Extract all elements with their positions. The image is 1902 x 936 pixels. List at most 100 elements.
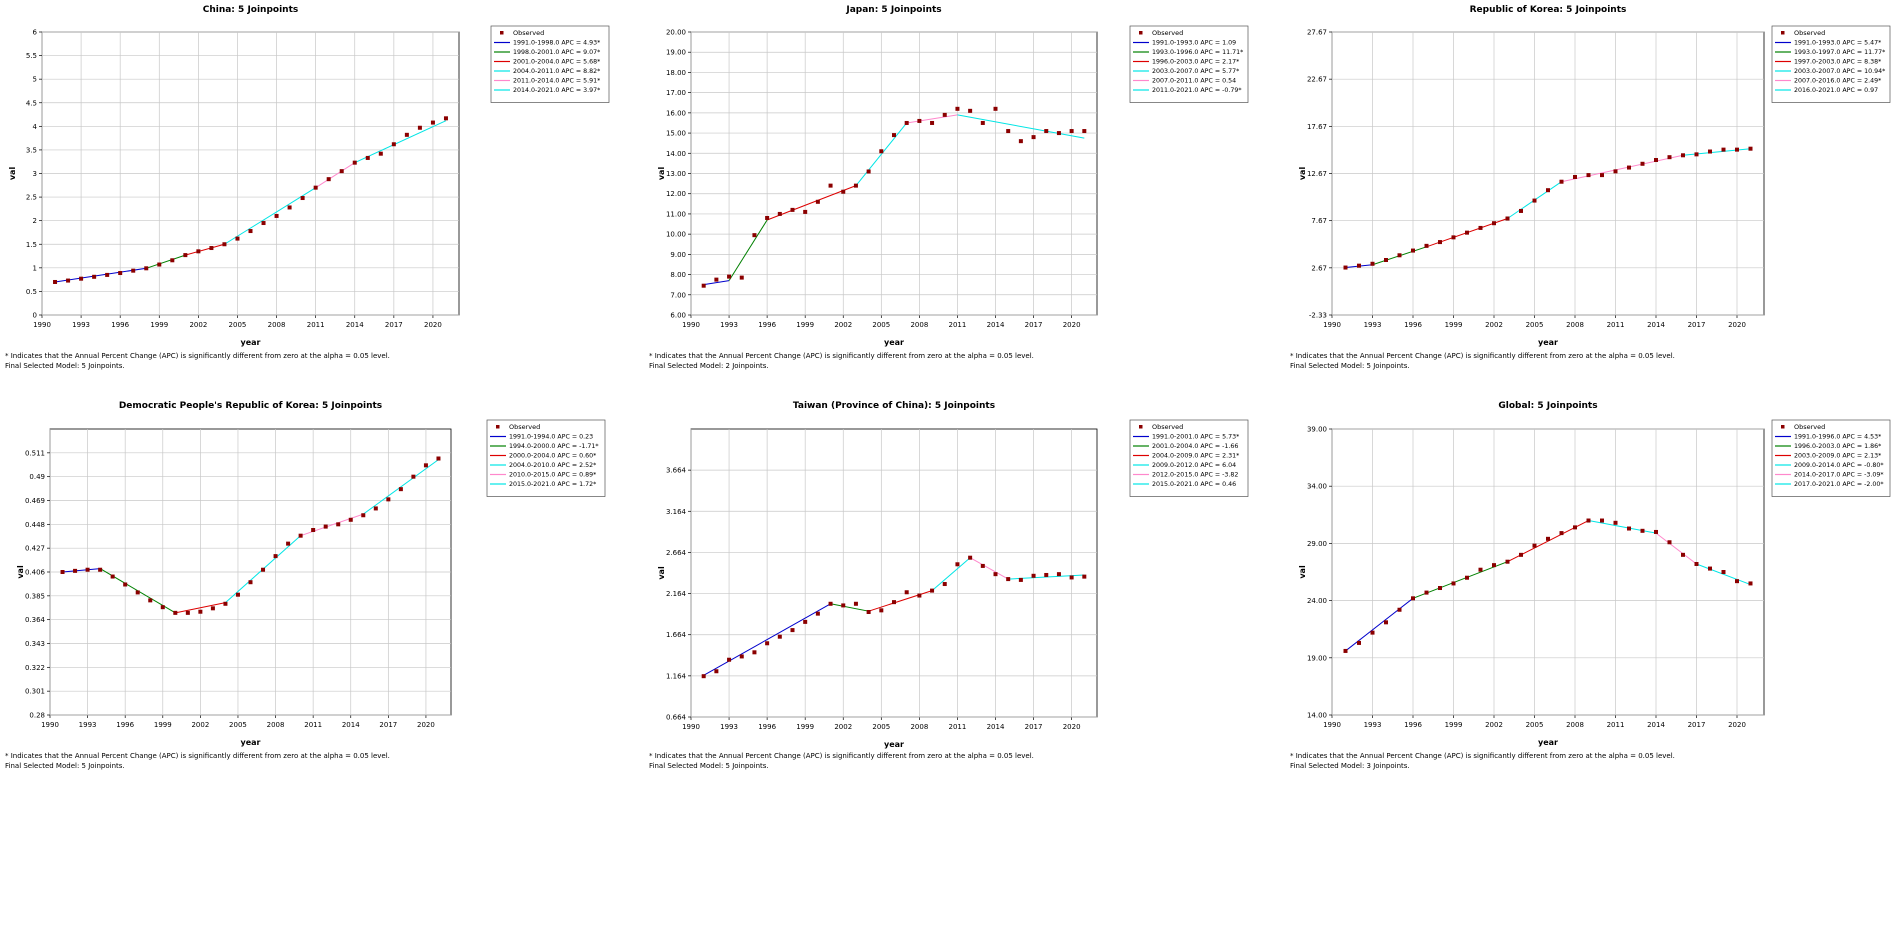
observed-point — [198, 609, 203, 614]
observed-point — [1573, 174, 1577, 179]
legend-observed-marker — [1139, 425, 1143, 429]
observed-point — [904, 590, 909, 595]
x-tick-label: 2005 — [229, 321, 247, 329]
observed-point — [105, 272, 110, 277]
trend-segment — [62, 568, 101, 573]
observed-point — [955, 106, 960, 111]
observed-point — [853, 183, 858, 188]
legend-observed-label: Observed — [1152, 29, 1183, 37]
observed-point — [235, 236, 240, 241]
x-tick-label: 1990 — [41, 721, 59, 729]
observed-point — [313, 185, 318, 190]
footnote-apc: * Indicates that the Annual Percent Chan… — [649, 752, 1034, 760]
observed-point — [373, 506, 378, 511]
trend-segment — [703, 603, 831, 676]
y-axis-label: val — [657, 167, 666, 181]
y-tick-label: 18.00 — [666, 69, 686, 77]
observed-point — [1411, 596, 1415, 601]
x-tick-label: 2014 — [987, 321, 1005, 329]
legend-label: 2004.0-2011.0 APC = 8.82* — [513, 68, 600, 75]
y-tick-label: 0 — [33, 312, 37, 320]
x-tick-label: 2008 — [910, 321, 928, 329]
observed-point — [378, 151, 383, 156]
y-tick-label: 1.5 — [26, 241, 37, 249]
x-tick-label: 1996 — [758, 723, 776, 731]
observed-point — [1708, 149, 1712, 154]
observed-point — [701, 283, 706, 288]
x-tick-label: 2011 — [949, 723, 967, 731]
observed-point — [261, 567, 266, 572]
observed-point — [1519, 208, 1523, 213]
legend-label: 2004.0-2009.0 APC = 2.31* — [1152, 453, 1239, 460]
x-tick-label: 2008 — [1566, 721, 1584, 729]
observed-point — [386, 497, 391, 502]
observed-point — [1478, 225, 1483, 230]
legend-label: 2011.0-2014.0 APC = 5.91* — [513, 78, 600, 85]
x-tick-label: 2020 — [424, 321, 442, 329]
observed-point — [727, 657, 732, 662]
observed-point — [1573, 525, 1577, 530]
observed-point — [1681, 552, 1685, 557]
legend-box — [1129, 25, 1249, 103]
legend-label: 2011.0-2021.0 APC = -0.79* — [1152, 87, 1242, 94]
observed-point — [955, 562, 960, 567]
observed-point — [930, 588, 935, 593]
x-tick-label: 2008 — [910, 723, 928, 731]
y-tick-label: 1.164 — [666, 672, 687, 680]
legend-observed-label: Observed — [1152, 423, 1183, 431]
observed-point — [727, 274, 732, 279]
legend-label: 1993.0-1996.0 APC = 11.71* — [1152, 49, 1243, 56]
x-tick-label: 1990 — [1323, 321, 1341, 329]
y-tick-label: 3.664 — [666, 467, 687, 475]
observed-point — [235, 592, 240, 597]
y-tick-label: 2 — [33, 217, 37, 225]
y-tick-label: 4 — [33, 123, 38, 131]
observed-point — [98, 567, 103, 572]
observed-point — [398, 487, 403, 492]
observed-point — [135, 590, 140, 595]
observed-point — [1667, 155, 1672, 160]
observed-point — [361, 513, 366, 518]
trend-segment — [931, 557, 971, 591]
legend-label: 2001.0-2004.0 APC = -1.66 — [1152, 443, 1238, 450]
observed-point — [1357, 263, 1361, 268]
x-tick-label: 2011 — [1607, 321, 1625, 329]
observed-point — [993, 106, 998, 111]
observed-point — [1465, 230, 1469, 235]
observed-point — [110, 574, 115, 579]
observed-point — [185, 610, 190, 615]
legend-box — [490, 25, 610, 103]
legend-observed-label: Observed — [1794, 29, 1825, 37]
chart-panel: Democratic People's Republic of Korea: 5… — [0, 401, 640, 936]
observed-point — [1478, 567, 1483, 572]
observed-point — [248, 229, 253, 234]
observed-point — [1451, 235, 1456, 240]
y-tick-label: 22.67 — [1307, 76, 1327, 84]
observed-point — [1031, 573, 1036, 578]
observed-point — [1031, 135, 1036, 140]
trend-segment — [1588, 520, 1657, 534]
legend-label: 2014.0-2021.0 APC = 3.97* — [513, 87, 600, 94]
y-tick-label: 3.5 — [26, 146, 37, 154]
observed-point — [942, 582, 947, 587]
y-tick-label: 1.664 — [666, 631, 687, 639]
x-tick-label: 1990 — [1323, 721, 1341, 729]
y-tick-label: 0.448 — [25, 521, 45, 529]
trend-segment — [54, 267, 147, 283]
legend-label: 1991.0-2001.0 APC = 5.73* — [1152, 434, 1239, 441]
trend-segment — [1561, 154, 1684, 183]
trend-segment — [1696, 563, 1751, 586]
observed-point — [287, 205, 292, 210]
x-axis-label: year — [241, 738, 261, 747]
observed-point — [1044, 572, 1049, 577]
trend-segment — [868, 590, 933, 612]
y-tick-label: 7.67 — [1311, 217, 1327, 225]
chart-panel: China: 5 Joinpoints 1990 1993 1996 1999 2002 2… — [0, 0, 640, 372]
x-tick-label: 2002 — [189, 321, 207, 329]
observed-point — [1613, 520, 1618, 525]
observed-point — [1069, 129, 1074, 134]
observed-point — [60, 570, 65, 574]
observed-point — [1694, 561, 1699, 566]
legend-label: 1997.0-2003.0 APC = 8.38* — [1794, 59, 1881, 66]
observed-point — [436, 456, 441, 461]
